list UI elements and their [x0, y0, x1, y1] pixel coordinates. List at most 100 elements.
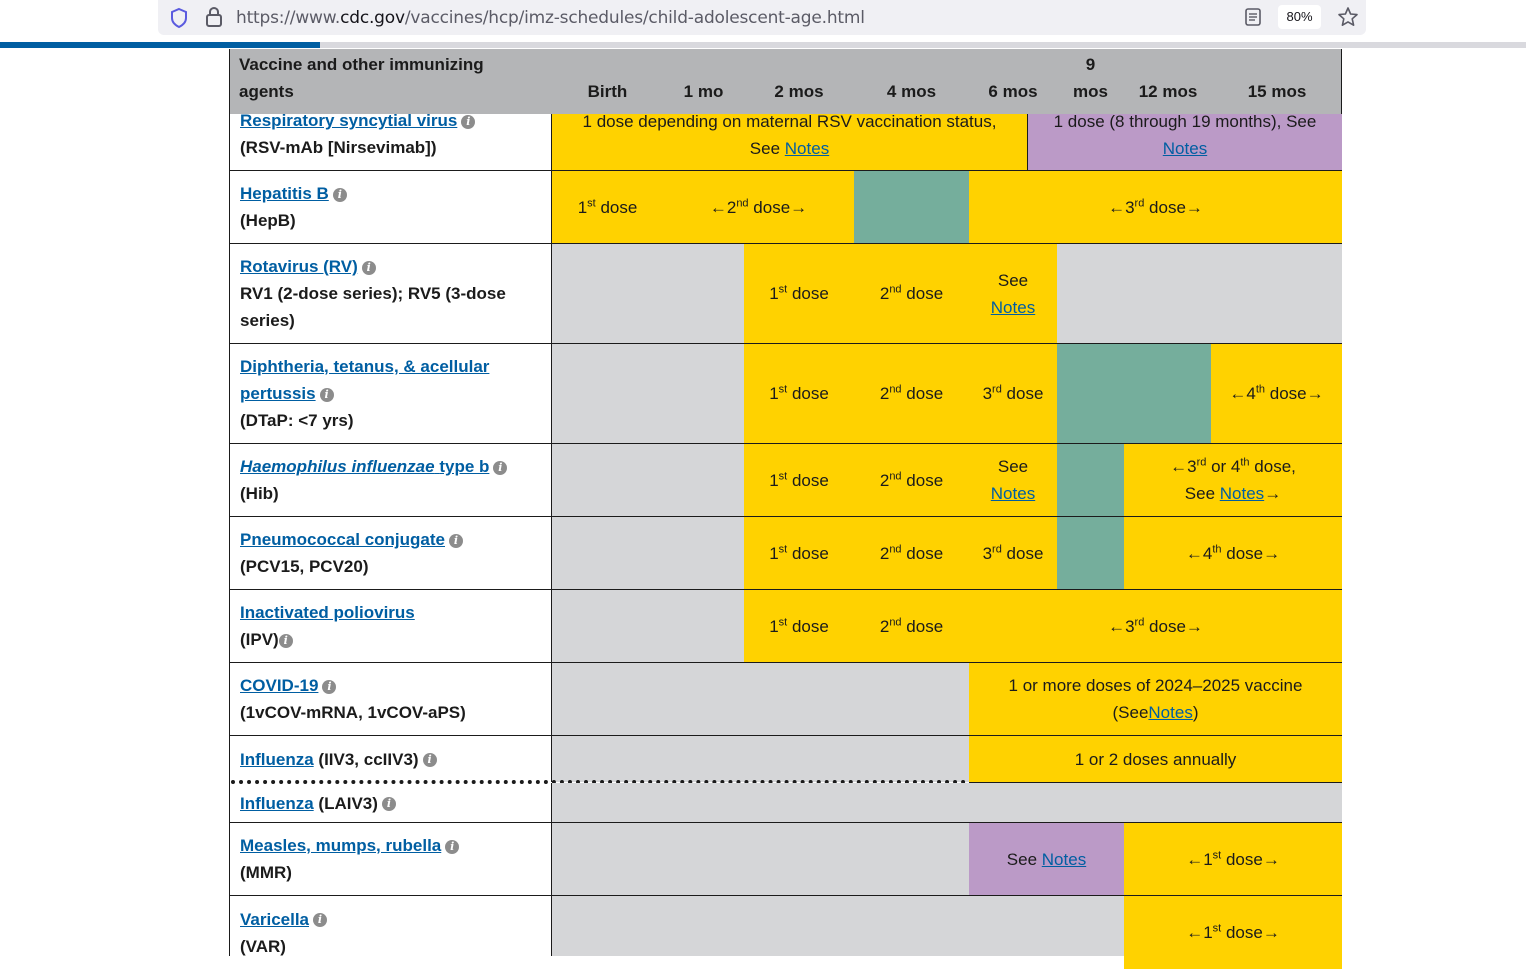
ordinal-suffix: st [778, 383, 788, 396]
info-icon[interactable]: i [313, 913, 328, 928]
dtap-link[interactable]: Diphtheria, tetanus, & acellular pertuss… [240, 357, 490, 403]
row-label-rv: Rotavirus (RV) i RV1 (2-dose series); RV5… [230, 244, 552, 344]
covid-link[interactable]: COVID-19 [240, 676, 319, 695]
hib-link[interactable]: Haemophilus influenzae type b [240, 457, 489, 476]
dose-word: dose [901, 616, 944, 636]
dtap-dose-1: 1st dose [744, 344, 855, 444]
tracking-protection-shield-icon[interactable] [169, 7, 189, 29]
dose-label: ←2nd dose→ [710, 194, 807, 221]
info-icon[interactable]: i [322, 679, 337, 694]
influenza-iiv-dose-cell: 1 or 2 doses annually [969, 736, 1342, 783]
dose-label: 2nd dose [880, 613, 943, 640]
left-arrow: ← [1108, 197, 1126, 217]
dose-label: 1st dose [769, 380, 829, 407]
header-6-mos: 6 mos [988, 82, 1038, 101]
dose-num: 3 [982, 543, 993, 563]
varicella-not-recommended [551, 896, 1125, 956]
info-icon[interactable]: i [361, 260, 376, 275]
pcv-subtitle: (PCV15, PCV20) [240, 557, 369, 576]
pcv-dose-4: ←4th dose→ [1124, 517, 1342, 590]
lock-icon[interactable] [205, 6, 223, 28]
dose-label: 2nd dose [880, 280, 943, 307]
dose-num: 3 [982, 384, 993, 403]
ordinal-suffix: nd [889, 283, 902, 296]
rsv-link[interactable]: Respiratory syncytial virus [240, 111, 458, 130]
zoom-level-button[interactable]: 80% [1278, 5, 1321, 29]
influenza-dose-text: 1 or 2 doses annually [1074, 749, 1237, 769]
ordinal-suffix: rd [992, 383, 1002, 396]
left-arrow: ← [1186, 849, 1204, 869]
hib-dose-3-4: ←3rd or 4th dose, See Notes→ [1124, 444, 1342, 517]
notes-link[interactable]: Notes [1041, 849, 1087, 869]
info-icon[interactable]: i [332, 187, 347, 202]
notes-link[interactable]: Notes [990, 484, 1036, 503]
dose-num: 2 [879, 616, 890, 636]
url-text[interactable]: https://www.cdc.gov/vaccines/hcp/imz-sch… [236, 8, 865, 28]
notes-link[interactable]: Notes [1219, 484, 1265, 503]
row-label-dtap: Diphtheria, tetanus, & acellular pertuss… [230, 344, 552, 444]
covid-dose-text: 1 or more doses of 2024–2025 vaccine [1008, 676, 1303, 695]
ordinal-suffix: rd [1196, 456, 1207, 469]
row-label-influenza-iiv: Influenza (IIV3, ccIIV3) i [230, 736, 552, 782]
ordinal-suffix: st [778, 469, 788, 482]
info-icon[interactable]: i [461, 114, 476, 129]
dose-label: 1st dose [769, 540, 829, 567]
dose-num: 1 [769, 616, 779, 636]
dose-num: 1 [1203, 923, 1213, 942]
pcv-link[interactable]: Pneumococcal conjugate [240, 530, 445, 549]
ipv-dose-1: 1st dose [744, 590, 855, 663]
dose-word: dose [1144, 197, 1186, 217]
rv-subtitle: RV1 (2-dose series); RV5 (3-dose series) [240, 284, 506, 330]
see-text: See [997, 270, 1029, 290]
ipv-link[interactable]: Inactivated poliovirus [240, 603, 415, 622]
url-host: cdc.gov [340, 8, 405, 28]
dose-word: dose [1221, 543, 1264, 563]
varicella-link[interactable]: Varicella [240, 909, 310, 929]
header-vaccine-col: Vaccine and other immunizing agents [239, 55, 484, 101]
dose-word: dose [1001, 543, 1044, 563]
info-icon[interactable]: i [278, 633, 293, 648]
pcv-not-recommended [551, 517, 745, 590]
reader-view-icon[interactable] [1244, 7, 1262, 27]
notes-link[interactable]: Notes [990, 297, 1036, 317]
mmr-link[interactable]: Measles, mumps, rubella [240, 836, 442, 855]
ordinal-suffix: st [778, 283, 788, 296]
covid-not-recommended [551, 663, 970, 736]
left-arrow: ← [1108, 616, 1126, 636]
url-path: /vaccines/hcp/imz-schedules/child-adoles… [404, 8, 865, 28]
bookmark-star-icon[interactable] [1337, 6, 1359, 28]
dose-label: ←1st dose→ [1186, 919, 1280, 946]
right-arrow: → [1262, 849, 1280, 869]
address-bar[interactable] [158, 0, 1366, 35]
mmr-not-recommended [551, 823, 970, 896]
info-icon[interactable]: i [445, 839, 460, 854]
info-icon[interactable]: i [449, 533, 463, 548]
row-label-ipv: Inactivated poliovirus (IPV) i [230, 590, 552, 663]
dose-word: dose [1221, 849, 1263, 869]
info-icon[interactable]: i [422, 753, 437, 768]
table-left-border [229, 49, 230, 956]
notes-link[interactable]: Notes [1162, 139, 1208, 158]
hepb-dose-1: 1st dose [551, 171, 664, 244]
ordinal-suffix: rd [1134, 615, 1145, 628]
influenza-laiv-link[interactable]: Influenza [240, 793, 314, 813]
notes-link[interactable]: Notes [784, 139, 830, 158]
notes-link[interactable]: Notes [1148, 703, 1193, 722]
dose-word: dose [1221, 923, 1263, 942]
dose-word: dose [787, 384, 829, 403]
influenza-iiv-link[interactable]: Influenza [240, 749, 314, 769]
varicella-dose-1: ←1st dose→ [1124, 896, 1342, 969]
dose-label: 2nd dose [880, 467, 943, 494]
hepb-link[interactable]: Hepatitis B [240, 184, 329, 203]
info-icon[interactable]: i [493, 460, 508, 475]
influenza-laiv-subtitle: (LAIV3) [318, 793, 378, 813]
hepb-catchup-cell [854, 171, 970, 244]
mmr-subtitle: (MMR) [240, 863, 292, 882]
left-arrow: ← [1185, 543, 1203, 563]
ordinal-suffix: st [778, 542, 788, 555]
hepb-subtitle: (HepB) [240, 211, 296, 230]
dtap-dose-4: ←4th dose→ [1211, 344, 1342, 444]
rv-link[interactable]: Rotavirus (RV) [240, 257, 358, 276]
info-icon[interactable]: i [381, 797, 396, 812]
info-icon[interactable]: i [319, 387, 334, 402]
